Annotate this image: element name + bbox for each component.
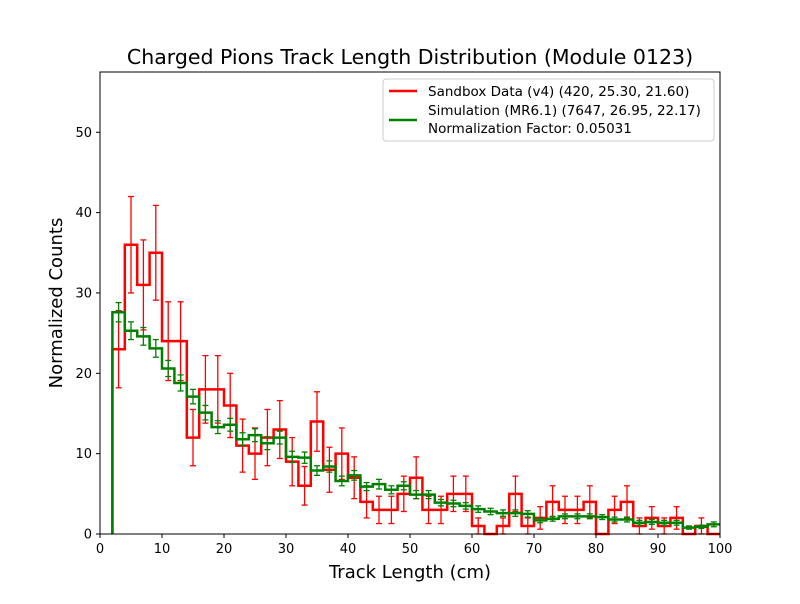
series-1-error-bar [524, 510, 531, 518]
series-1-error-bar [264, 436, 271, 451]
x-tick-label: 90 [650, 542, 667, 557]
series-1-error-bar [363, 481, 370, 492]
series-1-error-bar [648, 518, 655, 526]
series-0-error-bar [190, 408, 196, 467]
series-1-error-bar [586, 513, 593, 520]
series-0-error-bar [648, 506, 655, 530]
series-1-error-bar [252, 428, 258, 443]
series-1-error-bar [239, 432, 246, 447]
series-0-error-bar [152, 204, 159, 301]
series-1-error-bar [190, 388, 196, 405]
series-1-error-bar [512, 509, 519, 517]
series-0-error-bar [388, 495, 395, 525]
y-tick-label: 30 [75, 286, 92, 301]
y-tick-label: 20 [75, 367, 92, 382]
series-1-error-bar [326, 460, 333, 473]
series-1-error-bar [227, 417, 234, 432]
series-1-error-bar [698, 524, 705, 530]
x-tick-label: 100 [708, 542, 733, 557]
series-1-error-bar [413, 489, 420, 500]
x-tick-label: 80 [588, 542, 605, 557]
series-1-error-bar [276, 430, 283, 445]
legend: Sandbox Data (v4) (420, 25.30, 21.60) Si… [382, 78, 715, 142]
series-1-error-bar [537, 517, 544, 524]
series-0 [111, 195, 720, 536]
x-tick-label: 40 [340, 542, 357, 557]
series-1-error-bar [351, 469, 358, 481]
series-1-error-bar [462, 502, 469, 510]
legend-normalization-text: Normalization Factor: 0.05031 [428, 121, 632, 137]
series-1-error-bar [115, 301, 122, 323]
y-tick-label: 50 [75, 126, 92, 141]
legend-label-simulation: Simulation (MR6.1) (7647, 26.95, 22.17) [428, 103, 701, 119]
series-layer [111, 195, 720, 536]
legend-label-sandbox: Sandbox Data (v4) (420, 25.30, 21.60) [428, 84, 689, 100]
series-1-error-bar [673, 519, 680, 526]
series-0-error-bar [376, 495, 382, 525]
series-0-error-bar [276, 399, 283, 460]
series-1-error-bar [599, 514, 606, 521]
series-1-error-bar [611, 516, 618, 523]
series-1-error-bar [301, 451, 308, 464]
series-1-error-bar [661, 519, 668, 526]
series-1-error-bar [128, 321, 134, 341]
series-1-error-bar [686, 525, 692, 530]
series-0-error-bar [314, 391, 320, 452]
series-1-error-bar [438, 498, 444, 507]
series-1-error-bar [710, 521, 717, 528]
x-tick-label: 30 [278, 542, 295, 557]
x-axis-label: Track Length (cm) [328, 562, 491, 583]
series-1-error-bar [177, 374, 184, 392]
x-tick-label: 20 [216, 542, 233, 557]
series-0-error-bar [128, 195, 134, 294]
ticks-layer: 0 10 20 30 40 50 60 70 80 90 100 0 10 20 30 40 50 [75, 126, 732, 557]
series-1-error-bar [450, 499, 457, 508]
series-1-error-bar [636, 519, 643, 526]
series-1-error-bar [202, 404, 209, 421]
x-tick-label: 10 [154, 542, 171, 557]
series-1-error-bar [165, 359, 172, 378]
series-1-error-bar [152, 338, 159, 358]
series-1-error-bar [314, 465, 320, 476]
series-1-error-bar [574, 513, 581, 520]
series-1-error-bar [140, 326, 147, 346]
series-1-error-bar [376, 478, 382, 490]
x-tick-label: 70 [526, 542, 543, 557]
series-1 [111, 301, 720, 534]
series-1-error-bar [289, 450, 296, 464]
series-1-error-bar [562, 513, 568, 520]
series-1-error-bar [475, 505, 482, 513]
chart-title: Charged Pions Track Length Distribution … [127, 45, 693, 69]
series-1-error-bar [338, 475, 345, 487]
series-1-error-bar [549, 515, 556, 522]
series-1-error-bar [487, 507, 494, 516]
y-axis-label: Normalized Counts [46, 218, 67, 389]
x-tick-label: 0 [96, 542, 104, 557]
legend-box [382, 78, 715, 142]
y-tick-label: 0 [84, 528, 92, 543]
series-1-step-line [111, 310, 720, 534]
x-tick-label: 50 [402, 542, 419, 557]
series-1-error-bar [425, 489, 432, 500]
series-1-error-bar [624, 516, 630, 523]
y-tick-label: 10 [75, 447, 92, 462]
series-0-step-line [111, 243, 720, 536]
y-tick-label: 40 [75, 206, 92, 221]
series-0-error-bar [301, 465, 308, 506]
x-tick-label: 60 [464, 542, 481, 557]
series-1-error-bar [500, 509, 506, 517]
series-1-error-bar [400, 481, 407, 491]
series-1-error-bar [388, 485, 395, 495]
series-1-error-bar [214, 420, 221, 435]
